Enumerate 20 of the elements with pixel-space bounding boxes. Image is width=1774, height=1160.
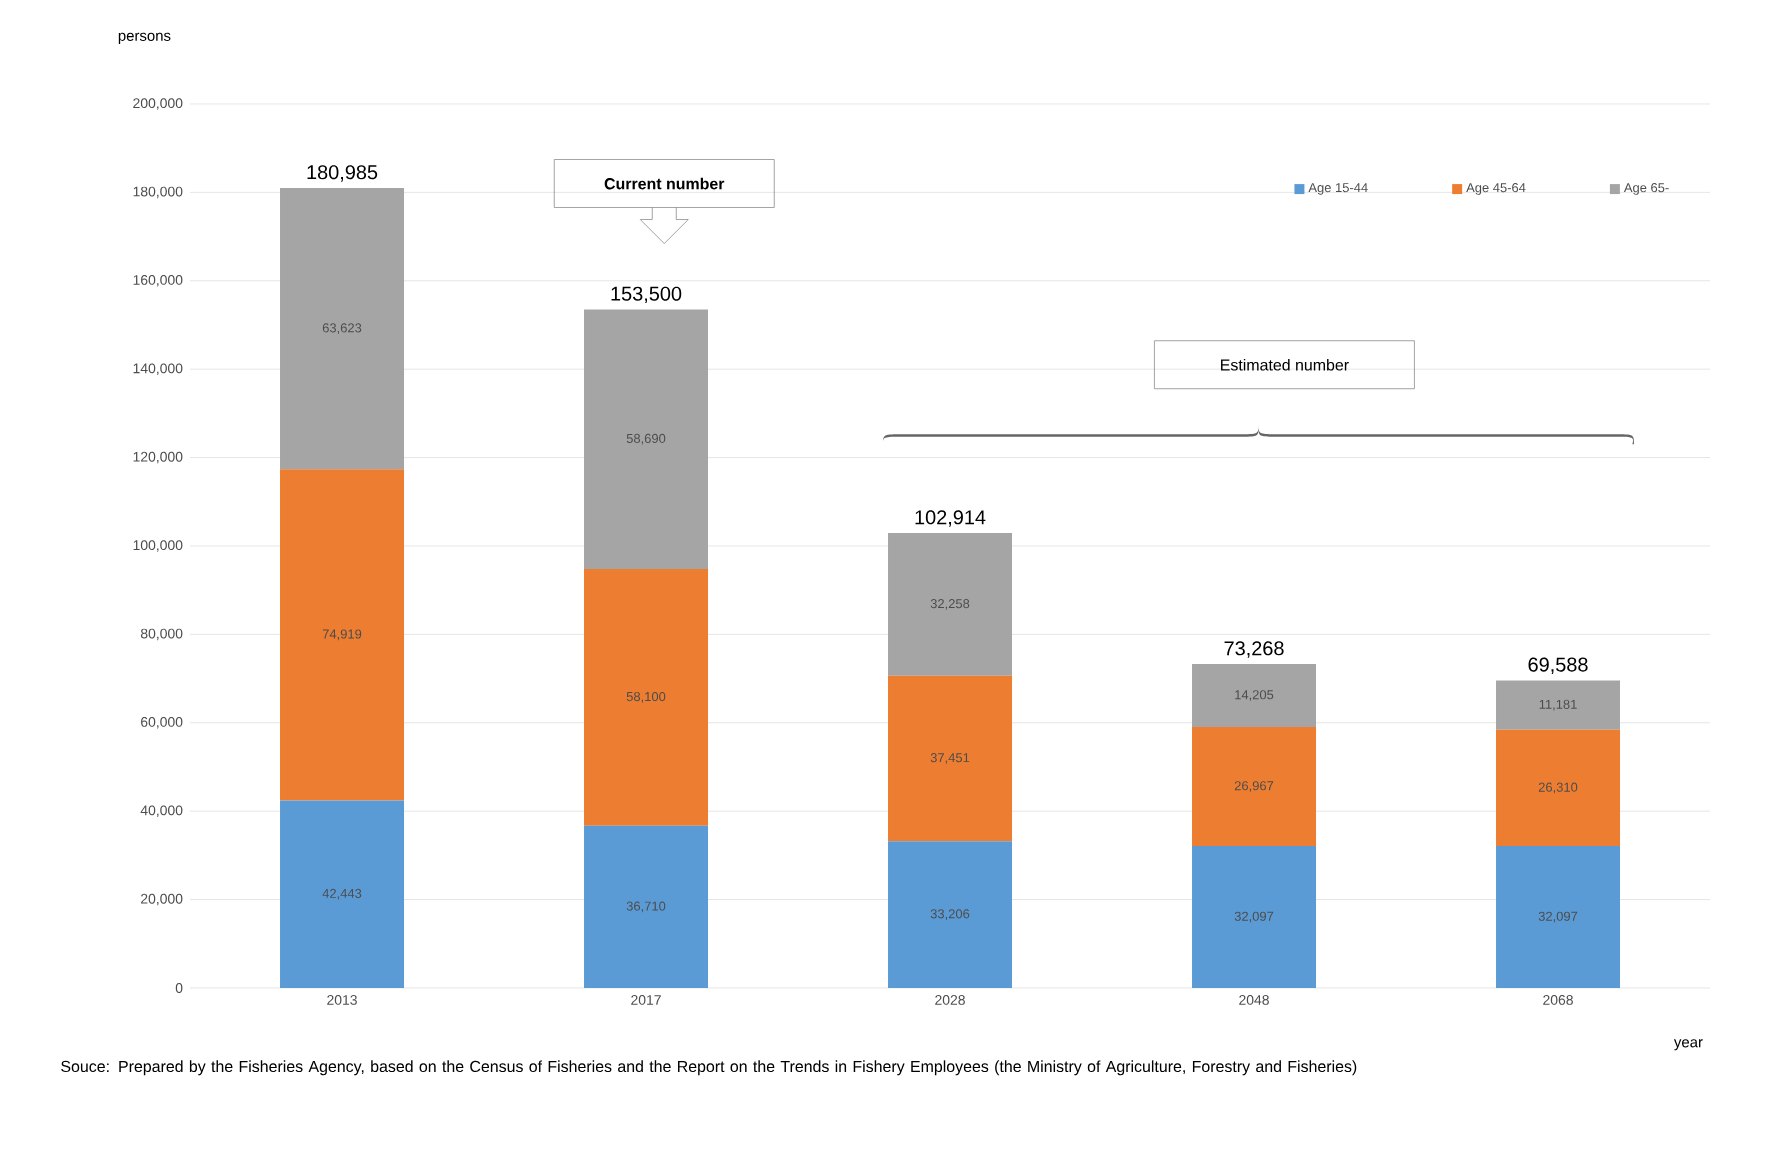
bar (888, 841, 1013, 988)
bar (1192, 726, 1317, 847)
bar (584, 309, 709, 569)
bar (280, 188, 405, 470)
total-label: 102,914 (915, 510, 986, 527)
bar (584, 825, 709, 988)
bar (1496, 680, 1621, 730)
total-label: 153,500 (611, 286, 682, 304)
bar (1192, 846, 1317, 988)
total-label: 180,985 (307, 165, 378, 182)
bar (584, 568, 709, 826)
bar (888, 533, 1013, 676)
total-label: 69,588 (1528, 657, 1588, 675)
total-label: 73,268 (1224, 641, 1284, 658)
bar (280, 469, 405, 801)
bar (1192, 664, 1317, 727)
bar (1496, 729, 1621, 847)
bar (280, 800, 405, 988)
bar (888, 675, 1013, 842)
bar (1496, 846, 1621, 988)
